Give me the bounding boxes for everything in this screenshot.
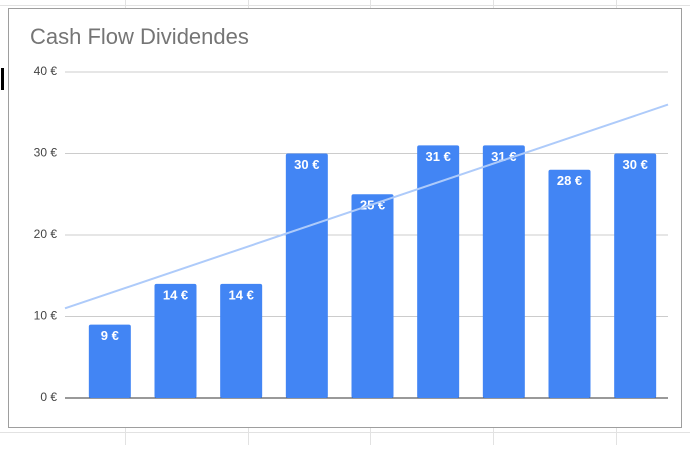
bar [88,324,131,398]
chart-title: Cash Flow Dividendes [30,24,249,49]
data-label: 30 € [294,157,319,172]
data-label: 30 € [623,157,648,172]
y-tick-label: 40 € [34,64,58,78]
bar [548,169,591,398]
cursor [1,68,4,90]
data-label: 9 € [101,328,119,343]
data-label: 14 € [229,287,254,302]
bar [285,153,328,398]
data-label: 14 € [163,287,188,302]
data-label: 31 € [426,149,451,164]
data-label: 28 € [557,173,582,188]
bar [614,153,657,398]
trendline [64,103,669,310]
y-tick-label: 30 € [34,146,58,160]
y-tick-label: 20 € [34,227,58,241]
y-tick-label: 0 € [40,390,57,404]
bar [417,145,460,398]
data-label: 31 € [491,149,516,164]
bar [482,145,525,398]
bar [154,283,197,398]
y-tick-label: 10 € [34,309,58,323]
bar [220,283,263,398]
bar [351,194,394,398]
